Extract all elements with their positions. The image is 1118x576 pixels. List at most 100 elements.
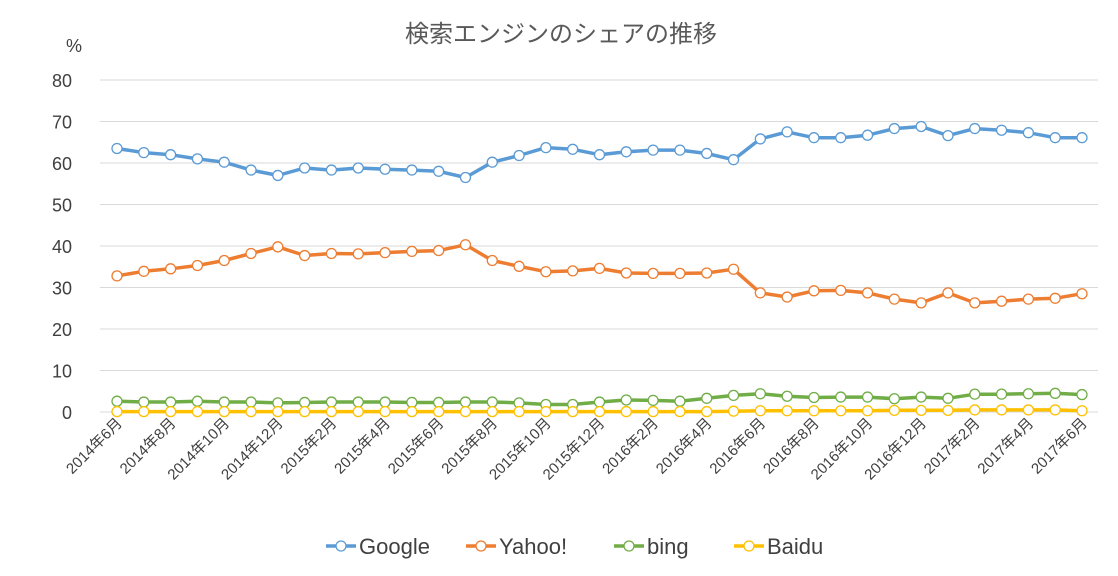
data-point-google <box>995 124 1008 136</box>
data-point-baidu <box>969 404 981 416</box>
data-point-google <box>674 144 686 156</box>
x-tick-label: 2016年6月 <box>706 415 769 478</box>
legend-label: bing <box>647 534 689 559</box>
data-point-baidu <box>191 405 204 418</box>
data-point-bing <box>942 392 954 404</box>
legend-item-yahoo: Yahoo! <box>466 534 567 559</box>
data-point-yahoo <box>567 265 579 277</box>
data-point-baidu <box>379 405 391 418</box>
data-point-yahoo <box>969 297 981 309</box>
data-point-yahoo <box>647 267 659 280</box>
data-point-google <box>593 149 606 161</box>
data-point-google <box>1022 127 1035 139</box>
data-point-bing <box>995 388 1008 400</box>
data-point-baidu <box>808 405 820 417</box>
data-point-bing <box>861 391 874 403</box>
legend-item-baidu: Baidu <box>734 534 823 559</box>
data-point-bing <box>191 395 204 407</box>
data-point-yahoo <box>1076 288 1088 300</box>
legend-marker <box>475 540 487 552</box>
data-point-yahoo <box>111 270 123 282</box>
y-tick-label: 30 <box>52 279 72 299</box>
x-tick-label: 2014年6月 <box>63 415 126 478</box>
data-point-bing <box>727 389 740 402</box>
data-point-baidu <box>513 405 525 418</box>
data-point-yahoo <box>459 239 472 251</box>
data-point-google <box>647 144 659 156</box>
data-point-bing <box>754 388 766 400</box>
data-point-google <box>433 165 445 177</box>
data-point-google <box>835 132 847 144</box>
data-point-baidu <box>567 405 579 418</box>
series-yahoo <box>111 239 1088 309</box>
data-point-yahoo <box>540 266 552 278</box>
data-point-google <box>567 143 579 155</box>
data-point-yahoo <box>701 267 713 279</box>
y-tick-label: 10 <box>52 362 72 382</box>
data-point-google <box>459 171 472 184</box>
data-point-baidu <box>674 405 686 418</box>
data-point-baidu <box>486 405 498 418</box>
data-point-google <box>942 129 954 142</box>
data-point-baidu <box>861 405 874 417</box>
data-point-baidu <box>433 405 445 418</box>
data-point-baidu <box>727 405 740 417</box>
data-point-yahoo <box>245 247 257 260</box>
data-point-baidu <box>647 405 659 418</box>
data-point-bing <box>379 396 391 408</box>
data-point-google <box>245 164 257 176</box>
data-point-yahoo <box>379 246 391 259</box>
data-point-yahoo <box>942 287 954 299</box>
data-point-baidu <box>835 405 847 417</box>
data-point-google <box>861 129 874 141</box>
x-tick-label: 2017年6月 <box>1028 415 1091 478</box>
series-baidu <box>111 404 1088 418</box>
data-point-baidu <box>540 405 552 418</box>
data-point-google <box>540 141 552 154</box>
data-point-baidu <box>888 404 901 416</box>
y-tick-label: 60 <box>52 154 72 174</box>
data-point-bing <box>701 392 713 404</box>
chart-title: 検索エンジンのシェアの推移 <box>405 21 717 48</box>
data-point-bing <box>888 393 901 405</box>
y-tick-label: 40 <box>52 237 72 257</box>
data-point-bing <box>808 391 820 404</box>
data-point-baidu <box>138 405 150 418</box>
data-point-google <box>406 164 418 176</box>
data-point-yahoo <box>406 245 418 258</box>
data-point-google <box>218 156 230 168</box>
data-point-baidu <box>245 405 257 418</box>
x-tick-label: 2015年4月 <box>331 415 394 478</box>
data-point-yahoo <box>433 244 445 257</box>
x-tick-label: 2015年2月 <box>278 415 341 478</box>
legend-item-bing: bing <box>614 534 689 559</box>
series-google <box>111 120 1088 184</box>
data-point-yahoo <box>593 262 606 275</box>
y-tick-label: 0 <box>62 403 72 423</box>
data-point-google <box>164 149 177 161</box>
legend-marker <box>335 540 347 552</box>
data-point-baidu <box>781 405 793 417</box>
data-point-baidu <box>111 405 123 418</box>
data-point-google <box>888 122 901 135</box>
legend-label: Baidu <box>767 534 823 559</box>
data-point-yahoo <box>352 248 364 260</box>
gridlines <box>100 79 1098 413</box>
y-axis-ticks: 0 10 20 30 40 50 60 70 80 <box>52 71 72 423</box>
data-point-baidu <box>620 405 632 418</box>
x-tick-label: 2016年2月 <box>599 415 662 478</box>
data-point-bing <box>1049 387 1061 399</box>
legend-marker <box>743 540 755 552</box>
data-point-google <box>486 156 498 168</box>
data-point-yahoo <box>191 259 204 272</box>
data-point-bing <box>352 396 364 408</box>
data-point-bing <box>245 396 257 408</box>
x-tick-label: 2015年6月 <box>385 415 448 478</box>
data-point-baidu <box>218 405 230 418</box>
data-point-baidu <box>406 405 418 418</box>
data-point-yahoo <box>835 284 847 297</box>
data-point-yahoo <box>325 247 338 260</box>
data-point-bing <box>138 396 150 408</box>
data-point-yahoo <box>727 263 740 275</box>
